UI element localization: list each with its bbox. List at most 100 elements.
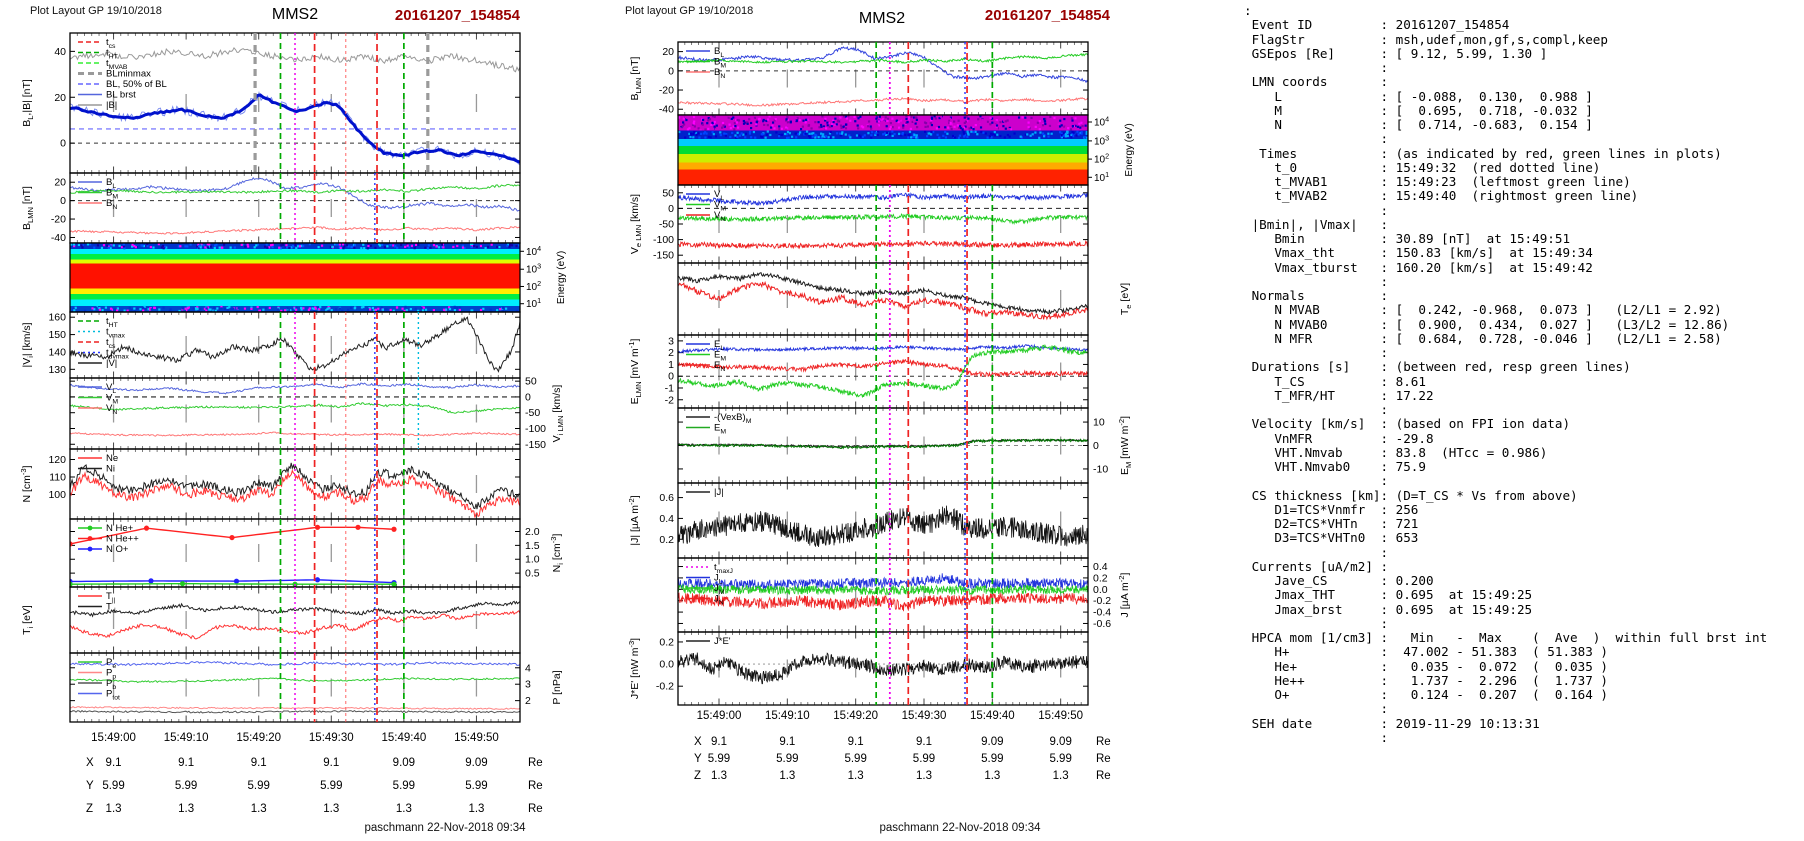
svg-text:1.0: 1.0: [525, 554, 540, 566]
spacecraft-title: MMS2: [271, 6, 319, 23]
svg-text:Ti [eV]: Ti [eV]: [21, 605, 35, 635]
x-axis-labels: 15:49:00 15:49:10 15:49:20 15:49:30 15:49:40…: [91, 732, 499, 744]
svg-text:tmaxJ: tmaxJ: [714, 562, 733, 575]
table-unit: Re: [1096, 736, 1111, 748]
svg-text:3: 3: [668, 335, 674, 347]
axis-tick-label: 15:49:50: [454, 732, 499, 744]
svg-text:140: 140: [48, 346, 66, 358]
svg-text:0.0: 0.0: [1093, 584, 1108, 596]
series-v-m: [70, 402, 520, 414]
series-b-n: [678, 96, 1088, 107]
svg-text:101: 101: [526, 296, 541, 310]
svg-text:EM: EM: [714, 350, 726, 363]
axis-tick-label: 15:49:40: [381, 732, 426, 744]
axis-tick-label: 15:49:30: [309, 732, 354, 744]
svg-text:JL: JL: [714, 573, 723, 586]
svg-text:BM: BM: [714, 57, 726, 70]
series-b-m: [678, 53, 1088, 64]
svg-text:-50: -50: [659, 219, 674, 231]
table-cell: 5.99: [102, 780, 124, 792]
svg-text:J*E' [nW m-3]: J*E' [nW m-3]: [627, 638, 641, 699]
svg-text:2: 2: [668, 347, 674, 359]
table-cell: 1.3: [916, 770, 932, 782]
table-cell: 9.1: [779, 736, 795, 748]
series-e-n: [678, 358, 1088, 378]
series-e-l: [678, 343, 1088, 355]
svg-text:0.2: 0.2: [659, 534, 674, 546]
series-e-m: [678, 343, 1088, 398]
table-cell: 9.1: [106, 757, 122, 769]
table-cell: 1.3: [711, 770, 727, 782]
svg-text:T⊥: T⊥: [106, 602, 118, 615]
series-v-l: [70, 382, 520, 395]
svg-text:0: 0: [60, 195, 66, 207]
left-figure: Plot Layout GP 19/10/2018 MMS2 20161207_…: [0, 0, 610, 841]
svg-text:BLMN [nT]: BLMN [nT]: [21, 186, 35, 230]
svg-text:EN: EN: [714, 360, 725, 373]
series-j-m: [678, 583, 1088, 596]
series-e-m-green: [678, 438, 1088, 450]
panel-electron-energy-spectrogram: 104 103 102 101 Energy (eV): [677, 114, 1135, 186]
svg-text:VL: VL: [714, 189, 724, 202]
series-n-o+: [70, 579, 395, 584]
svg-text:tvmax: tvmax: [106, 327, 126, 340]
ephemeris-table: X 9.1 9.1 9.1 9.1 9.09 9.09 Re Y 5.99 5.99 5.99 5.99…: [694, 736, 1111, 782]
svg-text:|J| [µA m-2]: |J| [µA m-2]: [627, 495, 641, 545]
table-cell: 9.09: [465, 757, 487, 769]
svg-text:3: 3: [525, 679, 531, 691]
series-jdote: [678, 652, 1088, 685]
svg-text:N He++: N He++: [106, 534, 139, 545]
svg-text:N O+: N O+: [106, 544, 129, 555]
svg-text:-150: -150: [525, 439, 546, 451]
table-unit: Re: [1096, 753, 1111, 765]
svg-text:102: 102: [526, 279, 541, 293]
svg-text:Pb: Pb: [106, 678, 116, 691]
svg-text:50: 50: [662, 187, 674, 199]
svg-text:110: 110: [49, 472, 66, 484]
svg-text:-0.6: -0.6: [1093, 618, 1111, 630]
series-b-m: [70, 183, 520, 194]
table-cell: 1.3: [848, 770, 864, 782]
series-te-perp: [678, 271, 1088, 315]
table-cell: 5.99: [1049, 753, 1071, 765]
svg-text:tMVAB: tMVAB: [106, 58, 128, 71]
ephemeris-table: X 9.1 9.1 9.1 9.1 9.09 9.09 Re Y 5.99 5.99 5.99 5.99…: [86, 757, 543, 815]
axis-tick-label: 15:49:20: [236, 732, 281, 744]
table-cell: 9.1: [711, 736, 727, 748]
series-bmag: [70, 47, 520, 73]
table-row-label: Y: [694, 753, 702, 765]
time-marker-lines: [875, 42, 994, 705]
svg-text:-0.4: -0.4: [1093, 607, 1111, 619]
series-ve-n: [678, 239, 1088, 250]
svg-text:JN: JN: [714, 594, 724, 607]
svg-text:VN: VN: [106, 403, 117, 416]
svg-text:101: 101: [1094, 170, 1109, 184]
svg-text:VM: VM: [106, 393, 118, 406]
table-cell: 1.3: [396, 803, 412, 815]
plot-layout-watermark: Plot layout GP 19/10/2018: [625, 5, 754, 17]
svg-text:20: 20: [662, 46, 674, 58]
svg-text:BL brst: BL brst: [106, 90, 136, 101]
table-row-label: Z: [86, 803, 93, 815]
svg-text:BL, 50% of BL: BL, 50% of BL: [106, 79, 167, 90]
axis-tick-label: 15:49:50: [1038, 710, 1083, 722]
table-cell: 5.99: [175, 780, 197, 792]
table-unit: Re: [528, 780, 543, 792]
svg-text:BL,|B| [nT]: BL,|B| [nT]: [21, 79, 35, 127]
table-row-label: X: [86, 757, 94, 769]
svg-text:0.2: 0.2: [1093, 572, 1108, 584]
table-cell: 1.3: [468, 803, 484, 815]
svg-text:BM: BM: [106, 188, 118, 201]
axis-tick-label: 15:49:00: [697, 710, 742, 722]
svg-text:BN: BN: [714, 67, 725, 80]
axis-tick-label: 15:49:10: [765, 710, 810, 722]
svg-text:Ptot: Ptot: [106, 689, 120, 702]
svg-text:VM: VM: [714, 200, 726, 213]
svg-text:120: 120: [48, 454, 66, 466]
svg-text:-0.2: -0.2: [1093, 595, 1111, 607]
svg-text:0: 0: [60, 138, 66, 150]
svg-text:J [µA m-2]: J [µA m-2]: [1117, 572, 1131, 617]
